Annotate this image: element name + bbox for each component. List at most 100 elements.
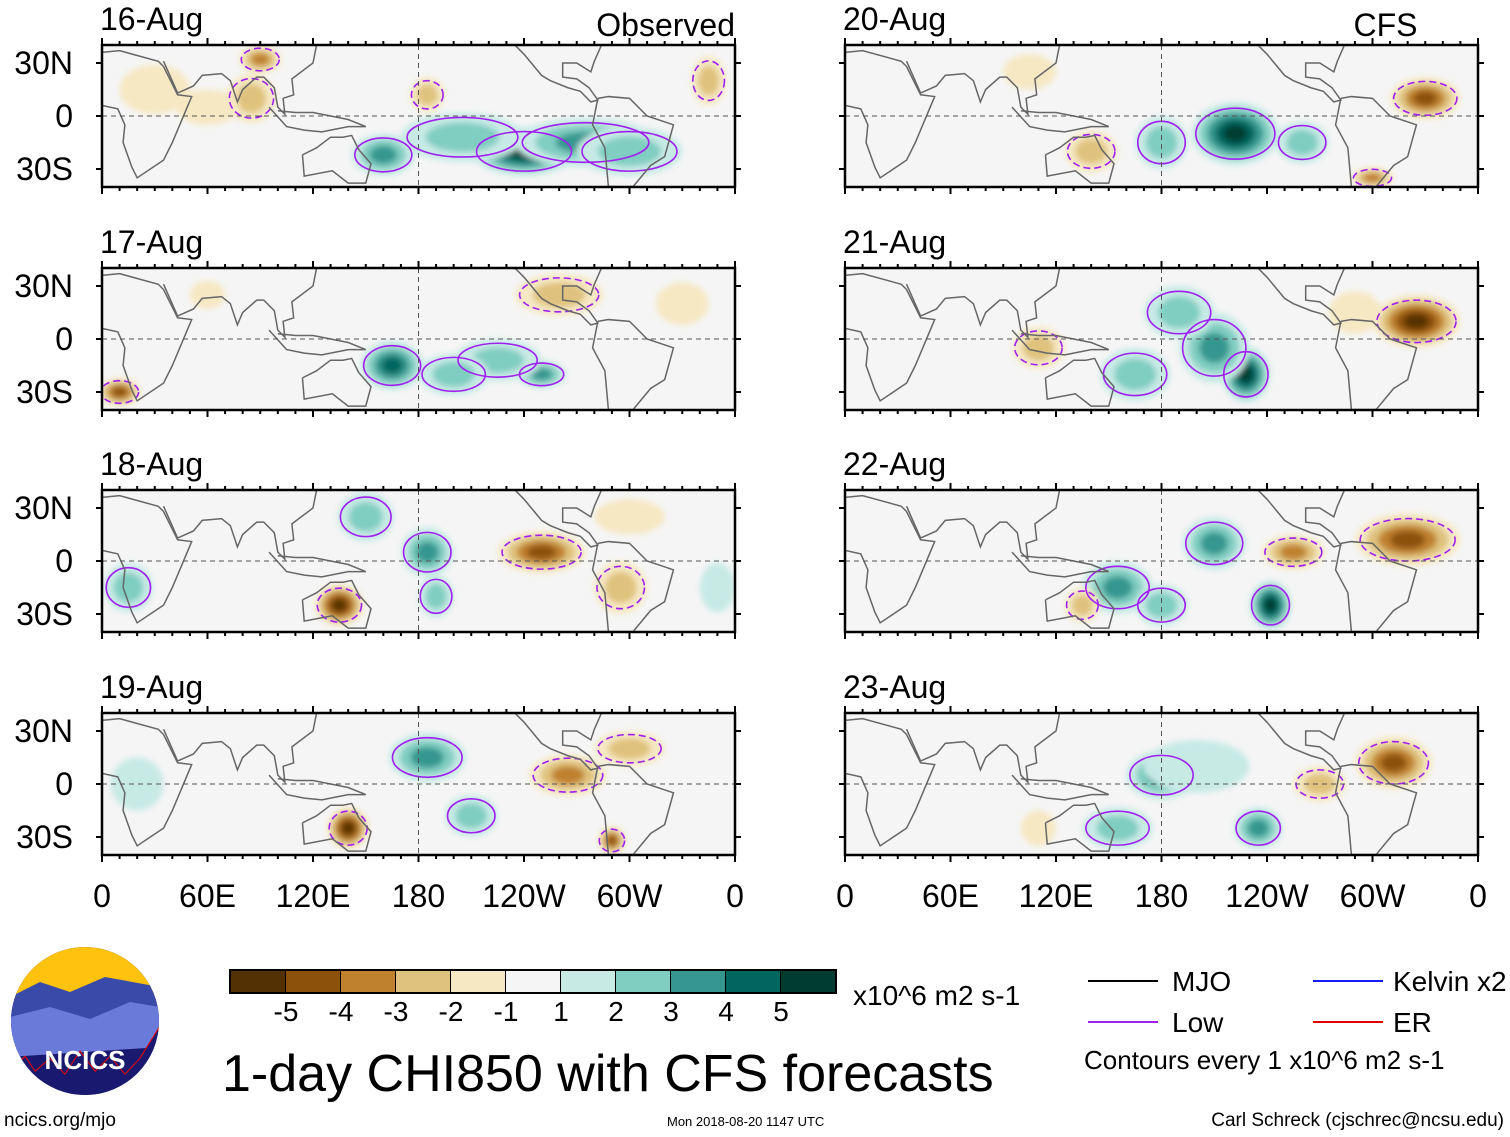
colorbar-label: -2: [438, 996, 464, 1027]
footer-author: Carl Schreck (cjschrec@ncsu.edu): [1211, 1110, 1504, 1131]
coastline-indo: [268, 551, 367, 578]
anomaly-contour: [1328, 291, 1382, 334]
anomaly-contour: [1223, 124, 1248, 143]
anomaly-contour: [432, 361, 475, 388]
coastline-samer: [1334, 540, 1418, 632]
lat-label: 30S: [16, 819, 73, 855]
colorbar-swatch: [341, 971, 396, 992]
lat-label: 0: [55, 543, 73, 579]
low-filter-contour: [421, 356, 487, 393]
low-filter-contour: [1376, 299, 1457, 344]
coastline-indo: [268, 329, 367, 356]
low-filter-contour: [1085, 565, 1150, 610]
low-filter-contour: [406, 116, 519, 158]
coastline-asia: [905, 490, 1061, 562]
low-filter-contour: [501, 534, 582, 570]
legend-line-er: [1313, 1021, 1383, 1023]
anomaly-contour: [1247, 819, 1269, 838]
coastline-indo: [1011, 106, 1110, 133]
anomaly-contour: [425, 122, 500, 153]
coastline-namer: [1257, 45, 1346, 103]
coastline-aus: [301, 357, 372, 407]
legend-label-kelvin: Kelvin x2: [1393, 966, 1507, 997]
low-filter-contour: [354, 137, 413, 173]
coastline-asia: [905, 268, 1061, 340]
low-filter-contour: [518, 277, 600, 313]
coastline-samer: [1334, 763, 1418, 855]
coastline-aus: [1044, 579, 1115, 629]
coastline-africa: [102, 272, 193, 402]
coastline-aus: [1044, 134, 1115, 184]
coastline-asia: [905, 713, 1061, 785]
lon-label: 120W: [1225, 878, 1309, 914]
anomaly-contour: [1279, 544, 1307, 560]
panel-date: 16-Aug: [100, 1, 204, 37]
low-filter-contour: [102, 379, 140, 405]
coastline-africa: [102, 49, 193, 179]
anomaly-contour: [1200, 531, 1228, 555]
panel-date: 19-Aug: [100, 669, 204, 705]
coastline-samer: [591, 540, 675, 632]
anomaly-contour: [236, 83, 267, 114]
coastline-aus: [301, 579, 372, 629]
anomaly-contour: [698, 65, 720, 96]
anomaly-contour: [1390, 530, 1426, 549]
low-filter-contour: [1013, 330, 1063, 366]
coastline-samer: [1334, 318, 1418, 410]
anomaly-contour: [112, 387, 127, 397]
anomaly-contour: [113, 572, 144, 603]
coastline-indo: [1011, 774, 1110, 801]
anomaly-contour: [1199, 332, 1230, 363]
low-filter-contour: [457, 342, 538, 378]
lon-label: 120E: [1018, 878, 1094, 914]
lon-label: 120W: [482, 878, 566, 914]
legend-line-low: [1088, 1021, 1158, 1023]
colorbar-label: 5: [773, 996, 789, 1027]
anomaly-contour: [1145, 592, 1178, 618]
low-filter-contour: [1065, 590, 1100, 621]
lat-label: 30N: [14, 45, 73, 81]
anomaly-contour: [597, 136, 662, 167]
anomaly-contour: [1303, 773, 1336, 795]
colorbar-swatch: [396, 971, 451, 992]
anomaly-contour: [1114, 358, 1157, 391]
anomaly-contour: [607, 835, 617, 846]
colorbar-swatch: [451, 971, 506, 992]
lat-label: 30S: [16, 596, 73, 632]
low-filter-contour: [532, 757, 604, 793]
anomaly-contour: [655, 282, 709, 325]
legend-label-mjo: MJO: [1172, 966, 1232, 997]
panel-date: 23-Aug: [843, 669, 947, 705]
coastline-aus: [1044, 357, 1115, 407]
panel-date: 21-Aug: [843, 224, 947, 260]
anomaly-contour: [348, 501, 383, 532]
anomaly-contour: [110, 757, 164, 811]
low-filter-contour: [1066, 133, 1116, 170]
colorbar-swatch: [781, 971, 835, 992]
low-filter-contour: [521, 121, 650, 164]
coastline-samer: [591, 95, 675, 187]
anomaly-contour: [551, 766, 585, 785]
low-filter-contour: [1136, 587, 1187, 623]
colorbar-swatch: [616, 971, 671, 992]
low-filter-contour: [581, 130, 678, 172]
low-filter-contour: [362, 344, 422, 387]
anomaly-contour: [410, 746, 444, 769]
coastline-africa: [102, 494, 193, 624]
colorbar-units: x10^6 m2 s-1: [853, 980, 1021, 1011]
lon-label: 60W: [596, 878, 663, 914]
low-filter-contour: [446, 798, 496, 834]
footer-timestamp: Mon 2018-08-20 1147 UTC: [667, 1114, 825, 1129]
coastline-aus: [301, 134, 372, 184]
anomaly-contour: [119, 64, 190, 115]
figure-title: 1-day CHI850 with CFS forecasts: [222, 1045, 994, 1103]
map-panel-21-Aug: [839, 261, 1484, 417]
lon-label: 180: [1134, 878, 1189, 914]
footer-url[interactable]: ncics.org/mjo: [4, 1110, 116, 1131]
low-filter-contour: [1194, 107, 1276, 160]
coastline-indo: [268, 774, 367, 801]
lat-label: 30S: [16, 374, 73, 410]
colorbar-swatch: [286, 971, 341, 992]
colorbar: [229, 969, 837, 994]
low-filter-contour: [1085, 810, 1150, 846]
